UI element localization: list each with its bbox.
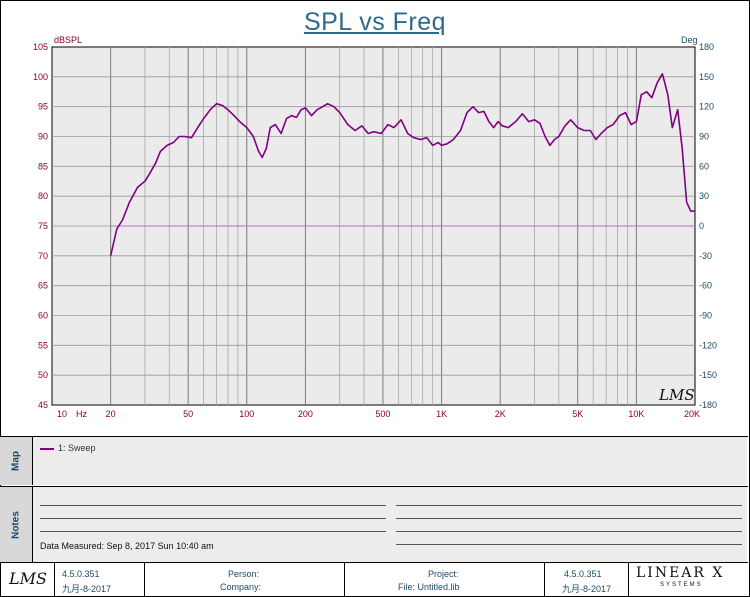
x-tick-label: 50 xyxy=(183,409,193,419)
date-left: 九月-8-2017 xyxy=(62,584,112,594)
notes-panel xyxy=(33,487,747,562)
chart-title: SPL vs Freq xyxy=(303,8,447,36)
data-measured-text: Data Measured: Sep 8, 2017 Sun 10:40 am xyxy=(40,541,214,551)
notes-divider xyxy=(0,486,748,487)
notes-line xyxy=(396,505,742,506)
footer-project-cell: Project: File: Untitled.lib xyxy=(344,563,545,596)
x-tick-label: 10 xyxy=(57,409,67,419)
footer-logo-cell: LMS xyxy=(0,563,55,596)
y-tick-label: 80 xyxy=(38,191,48,201)
y-tick-label: 55 xyxy=(38,340,48,350)
file-label: File: Untitled.lib xyxy=(398,582,460,592)
x-tick-label: 20 xyxy=(106,409,116,419)
legend-panel xyxy=(33,437,747,485)
legend-item-sweep[interactable]: 1: Sweep xyxy=(40,443,96,453)
x-tick-label: 100 xyxy=(239,409,254,419)
x-tick-label: 20K xyxy=(684,409,700,419)
y-tick-label: 90 xyxy=(38,132,48,142)
footer: LMS 4.5.0.351 九月-8-2017 Person: Company:… xyxy=(0,562,748,596)
y2-tick-label: 150 xyxy=(699,72,714,82)
company-label: Company: xyxy=(220,582,262,592)
lms-logo: LMS xyxy=(9,569,47,588)
y2-tick-label: 120 xyxy=(699,102,714,112)
series-group xyxy=(109,73,695,256)
project-label: Project: xyxy=(428,569,459,579)
version-right: 4.5.0.351 xyxy=(564,569,602,579)
y2-tick-label: 30 xyxy=(699,191,709,201)
footer-version-right-cell: 4.5.0.351 九月-8-2017 xyxy=(544,563,629,596)
lms-watermark: LMS xyxy=(658,386,695,404)
y2-tick-label: -30 xyxy=(699,251,712,261)
y-tick-label: 50 xyxy=(38,370,48,380)
axis-labels: 4550556065707580859095100105-180-150-120… xyxy=(33,42,717,419)
y2-tick-label: -180 xyxy=(699,400,717,410)
y2-tick-label: -150 xyxy=(699,370,717,380)
y-tick-label: 70 xyxy=(38,251,48,261)
notes-line xyxy=(40,505,386,506)
y-tick-label: 65 xyxy=(38,281,48,291)
person-label: Person: xyxy=(228,569,260,579)
y-tick-label: 95 xyxy=(38,102,48,112)
notes-line xyxy=(396,518,742,519)
x-tick-label: 10K xyxy=(628,409,644,419)
y2-tick-label: -90 xyxy=(699,311,712,321)
legend-swatch xyxy=(40,447,54,450)
y2-tick-label: -60 xyxy=(699,281,712,291)
spl-chart: 4550556065707580859095100105-180-150-120… xyxy=(33,35,717,419)
y2-axis-unit: Deg xyxy=(681,35,698,45)
notes-line xyxy=(396,531,742,532)
notes-tab[interactable]: Notes xyxy=(0,487,33,562)
y2-tick-label: 180 xyxy=(699,42,714,52)
x-tick-label: 500 xyxy=(375,409,390,419)
linearx-brand-sub: SYSTEMS xyxy=(660,582,703,588)
version-left: 4.5.0.351 xyxy=(62,569,100,579)
y2-tick-label: 0 xyxy=(699,221,704,231)
y-tick-label: 75 xyxy=(38,221,48,231)
y-tick-label: 60 xyxy=(38,311,48,321)
y-axis-unit: dBSPL xyxy=(54,35,82,45)
y2-tick-label: 60 xyxy=(699,161,709,171)
linearx-brand: LINEAR X xyxy=(636,565,725,581)
notes-line xyxy=(40,518,386,519)
y-tick-label: 100 xyxy=(33,72,48,82)
notes-line xyxy=(40,531,386,532)
y2-tick-label: 90 xyxy=(699,132,709,142)
y-tick-label: 105 xyxy=(33,42,48,52)
date-right: 九月-8-2017 xyxy=(562,584,612,594)
x-tick-label: 1K xyxy=(436,409,447,419)
legend-label: 1: Sweep xyxy=(58,443,96,453)
map-tab[interactable]: Map xyxy=(0,437,33,485)
y2-tick-label: -120 xyxy=(699,340,717,350)
x-tick-label: 200 xyxy=(298,409,313,419)
y-tick-label: 45 xyxy=(38,400,48,410)
map-divider xyxy=(0,436,748,437)
y-tick-label: 85 xyxy=(38,161,48,171)
series-line-sweep xyxy=(109,73,695,256)
notes-line xyxy=(396,544,742,545)
footer-person-cell: Person: Company: xyxy=(144,563,345,596)
x-axis-unit: Hz xyxy=(76,409,87,419)
x-tick-label: 5K xyxy=(572,409,583,419)
x-tick-label: 2K xyxy=(495,409,506,419)
footer-version-cell: 4.5.0.351 九月-8-2017 xyxy=(54,563,145,596)
